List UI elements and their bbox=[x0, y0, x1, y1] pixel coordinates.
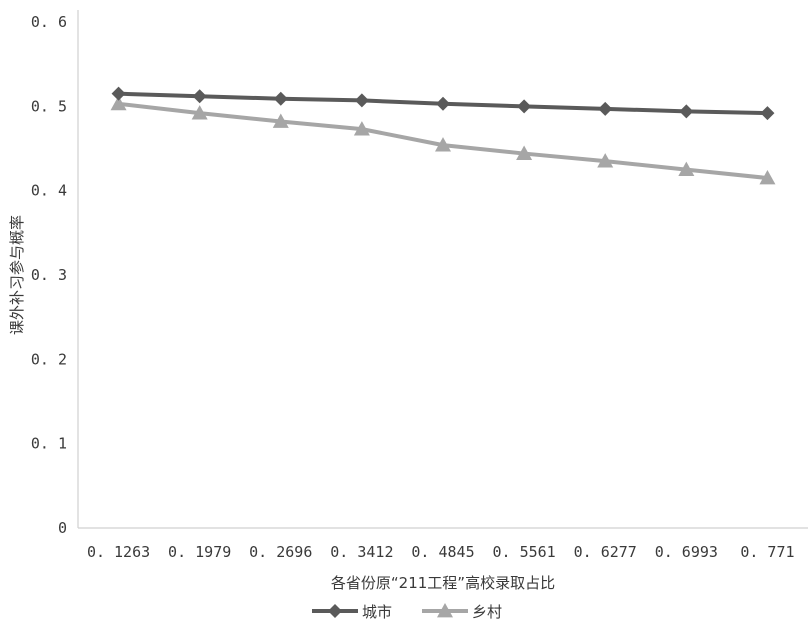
legend: 城市 乡村 bbox=[312, 603, 502, 621]
data-point bbox=[110, 95, 127, 111]
data-point bbox=[273, 91, 288, 106]
data-point bbox=[354, 93, 369, 108]
x-tick-label: 0. 5561 bbox=[493, 543, 556, 561]
x-tick-label: 0. 2696 bbox=[249, 543, 312, 561]
y-tick-label: 0. 3 bbox=[31, 266, 67, 284]
x-axis: 0. 1263 0. 1979 0. 2696 0. 3412 0. 4845 0. 55… bbox=[78, 527, 808, 561]
y-tick-label: 0. 1 bbox=[31, 435, 67, 453]
x-tick-label: 0. 1979 bbox=[168, 543, 231, 561]
data-point bbox=[435, 137, 451, 152]
x-tick-label: 0. 3412 bbox=[330, 543, 393, 561]
data-point bbox=[760, 106, 775, 121]
y-tick-label: 0. 2 bbox=[31, 350, 67, 368]
legend-item: 城市 bbox=[312, 603, 392, 621]
data-point bbox=[191, 105, 208, 120]
data-point bbox=[111, 86, 126, 101]
series-城市 bbox=[111, 86, 775, 121]
data-point bbox=[436, 96, 450, 111]
legend-label: 城市 bbox=[362, 603, 392, 621]
y-axis-title: 课外补习参与概率 bbox=[8, 215, 26, 335]
x-axis-title: 各省份原“211工程”高校录取占比 bbox=[331, 574, 555, 592]
x-tick-label: 0. 1263 bbox=[87, 543, 150, 561]
x-tick-label: 0. 771 bbox=[740, 543, 794, 561]
data-point bbox=[516, 145, 533, 160]
series-乡村 bbox=[110, 95, 776, 185]
y-tick-label: 0. 4 bbox=[31, 182, 67, 200]
data-point bbox=[679, 104, 694, 119]
y-tick-label: 0 bbox=[58, 519, 67, 537]
data-point bbox=[759, 170, 776, 185]
data-point bbox=[353, 121, 370, 136]
data-point bbox=[272, 113, 289, 128]
legend-label: 乡村 bbox=[472, 603, 502, 621]
series-layer bbox=[110, 86, 776, 185]
data-point bbox=[598, 101, 613, 116]
data-point bbox=[678, 161, 695, 176]
legend-swatch-marker bbox=[437, 603, 453, 618]
data-point bbox=[192, 89, 207, 104]
data-point bbox=[597, 153, 614, 168]
x-tick-label: 0. 4845 bbox=[411, 543, 474, 561]
x-tick-label: 0. 6277 bbox=[574, 543, 637, 561]
y-axis: 0 0. 1 0. 2 0. 3 0. 4 0. 5 0. 6 bbox=[31, 10, 79, 537]
y-tick-label: 0. 5 bbox=[31, 97, 67, 115]
legend-item: 乡村 bbox=[422, 603, 502, 621]
x-tick-label: 0. 6993 bbox=[655, 543, 718, 561]
data-point bbox=[517, 99, 532, 114]
y-tick-label: 0. 6 bbox=[31, 13, 67, 31]
legend-swatch-marker bbox=[328, 604, 342, 618]
